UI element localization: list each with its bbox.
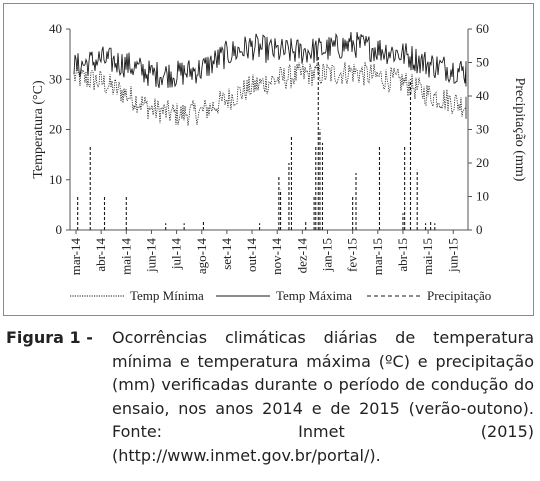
y-tick-label-left: 30 [49, 71, 62, 86]
caption-text: Ocorrências climáticas diárias de temper… [112, 328, 534, 465]
x-tick-label: abr-15 [395, 238, 410, 272]
x-tick-label: mai-14 [118, 238, 133, 275]
y-axis-title-left: Temperatura (°C) [31, 80, 46, 179]
y-tick-label-left: 0 [56, 222, 63, 237]
y-tick-label-right: 40 [476, 88, 489, 103]
y-tick-label-right: 30 [476, 122, 489, 137]
y-tick-label-right: 20 [476, 155, 489, 170]
x-tick-label: mar-14 [68, 238, 83, 276]
y-axis-title-right: Precipitação (mm) [512, 78, 527, 182]
x-tick-label: set-14 [219, 238, 234, 270]
x-tick-label: jan-15 [320, 238, 335, 272]
series-temp-minima-line [73, 61, 467, 126]
y-tick-label-right: 10 [476, 189, 489, 204]
y-tick-label-left: 10 [49, 172, 62, 187]
x-tick-label: abr-14 [93, 238, 108, 272]
x-tick-label: mai-15 [420, 238, 435, 275]
legend-temp-maxima-label: Temp Máxima [276, 288, 352, 303]
y-tick-label-left: 20 [49, 122, 62, 137]
y-tick-label-right: 60 [476, 21, 489, 36]
x-tick-label: jun-14 [143, 238, 158, 273]
y-tick-label-right: 50 [476, 55, 489, 70]
x-tick-label: jun-15 [445, 238, 460, 273]
caption-label: Figura 1 - [6, 328, 93, 347]
y-tick-label-right: 0 [476, 222, 483, 237]
x-tick-label: nov-14 [269, 238, 284, 275]
legend-precipitacao-label: Precipitação [427, 288, 491, 303]
series-temp-maxima-line [73, 31, 467, 89]
x-tick-label: jul-14 [169, 238, 184, 271]
chart-svg: 0 10 20 30 40 0 10 20 30 40 50 60 mar-14 abr-14 mai-14… [31, 21, 527, 303]
x-tick-label: out-14 [244, 238, 259, 272]
x-tick-label: fev-15 [345, 238, 360, 272]
x-tick-label: mar-15 [370, 238, 385, 275]
legend-temp-minima-label: Temp Mínima [130, 288, 204, 303]
x-tick-label: ago-14 [194, 238, 209, 275]
x-tick-label: dez-14 [294, 238, 309, 274]
y-tick-label-left: 40 [49, 21, 62, 36]
